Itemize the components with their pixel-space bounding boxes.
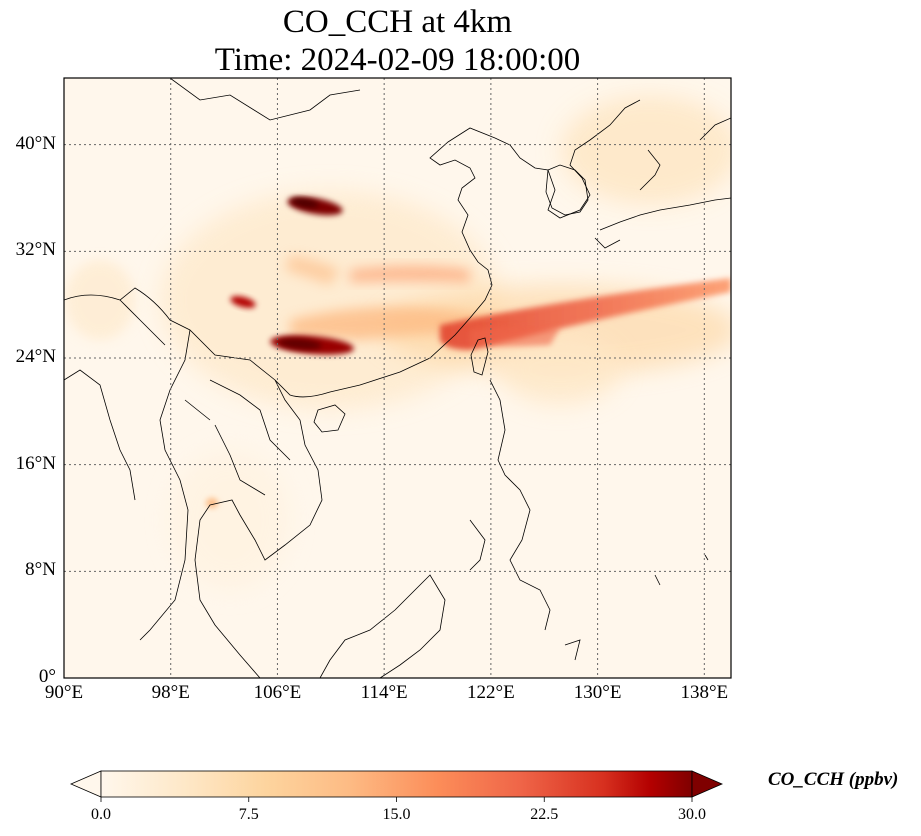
x-tick-label: 114°E bbox=[360, 682, 408, 703]
colorbar-tick-label: 30.0 bbox=[678, 806, 706, 823]
colorbar-extend-max bbox=[691, 770, 724, 798]
x-tick-label: 98°E bbox=[151, 682, 190, 703]
y-tick-label: 8°N bbox=[25, 559, 56, 581]
gridlines bbox=[64, 78, 731, 678]
x-tick-label: 130°E bbox=[573, 682, 622, 703]
co-concentration-field bbox=[64, 78, 731, 678]
y-tick-label: 16°N bbox=[15, 452, 56, 474]
coastlines bbox=[64, 78, 731, 678]
map-frame bbox=[63, 77, 732, 679]
colorbar-gradient bbox=[100, 770, 693, 798]
colorbar-label: CO_CCH (ppbv) bbox=[768, 769, 899, 790]
y-tick-label: 32°N bbox=[15, 239, 56, 261]
y-tick-label: 40°N bbox=[15, 132, 56, 154]
colorbar-tick-label: 0.0 bbox=[91, 806, 111, 823]
map-title: CO_CCH at 4km bbox=[282, 4, 513, 40]
x-tick-label: 90°E bbox=[44, 682, 84, 703]
x-tick-label: 122°E bbox=[467, 682, 515, 703]
map-subtitle-time: Time: 2024-02-09 18:00:00 bbox=[214, 42, 581, 78]
y-tick-label: 0° bbox=[38, 666, 56, 687]
x-tick-label: 106°E bbox=[253, 682, 302, 703]
colorbar-tick-label: 7.5 bbox=[238, 806, 259, 823]
colorbar-tick-label: 22.5 bbox=[530, 806, 559, 823]
colorbar-tick-label: 15.0 bbox=[382, 806, 411, 823]
colorbar-extend-min bbox=[69, 770, 102, 798]
y-tick-label: 24°N bbox=[15, 346, 56, 367]
x-tick-label: 138°E bbox=[680, 682, 729, 703]
